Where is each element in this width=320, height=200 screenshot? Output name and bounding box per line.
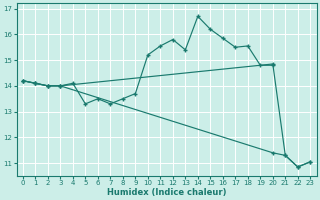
- X-axis label: Humidex (Indice chaleur): Humidex (Indice chaleur): [107, 188, 226, 197]
